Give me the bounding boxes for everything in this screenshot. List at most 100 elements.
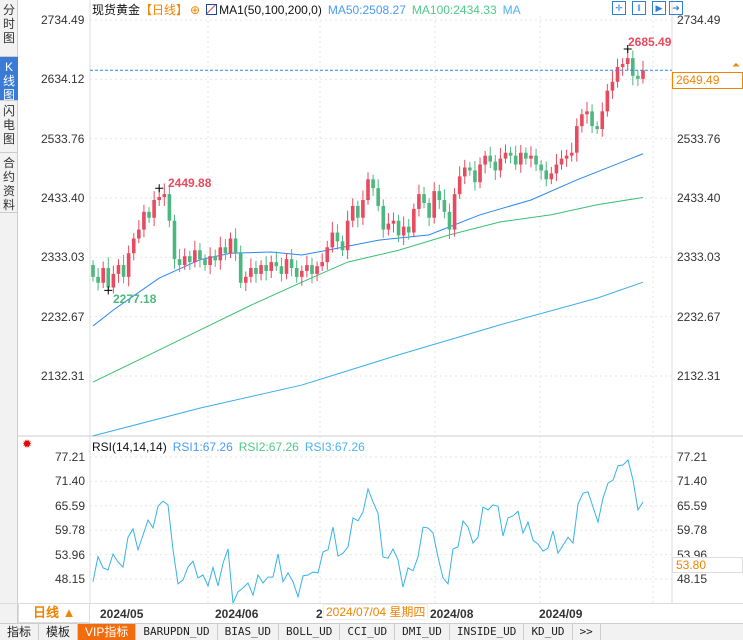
candle (259, 265, 263, 274)
candle (172, 220, 177, 260)
step-forward-icon[interactable]: ▶ (652, 1, 666, 15)
ma100-line (92, 196, 644, 383)
candle (193, 250, 197, 263)
indicator-tab[interactable]: INSIDE_UD (450, 624, 525, 640)
candle (249, 267, 253, 277)
candle (513, 155, 518, 165)
candle (620, 64, 625, 67)
candle (106, 267, 111, 288)
extreme-marker (623, 44, 632, 53)
indicator-tab[interactable]: KD_UD (524, 624, 573, 640)
axis-label: 65.59 (677, 498, 708, 513)
indicator-tab[interactable]: VIP指标 (78, 624, 137, 640)
period-selector[interactable]: 日线 ▲ (18, 603, 90, 623)
date-label: 2024/09 (539, 607, 583, 621)
rsi-title: RSI(14,14,14) (92, 440, 167, 454)
indicator-tab[interactable]: 指标 (0, 624, 40, 640)
axis-label: 2634.12 (41, 72, 85, 87)
candle (549, 173, 554, 180)
ma-indicator[interactable]: MA1(50,100,200,0) (219, 3, 322, 17)
indicator-tab[interactable]: BARUPDN_UD (136, 624, 218, 640)
candle (452, 194, 457, 230)
candle (254, 267, 258, 274)
axis-label: 71.40 (677, 474, 708, 489)
candle (162, 194, 167, 198)
rsi1-value: RSI1:67.26 (172, 440, 233, 454)
candle (544, 170, 549, 180)
candle (177, 259, 182, 266)
indicator-tab[interactable]: 模板 (39, 624, 79, 640)
zoom-in-icon[interactable]: ‖ (632, 1, 646, 15)
candle (264, 265, 268, 271)
candle (147, 211, 151, 218)
candle (417, 194, 421, 209)
rsi-current-label: 53.80 (672, 557, 743, 573)
axis-label: 2132.31 (677, 368, 721, 383)
candle (91, 265, 95, 277)
candle (284, 259, 289, 274)
sidebar-tab-kline[interactable]: K线图 (0, 57, 18, 102)
axis-label: 2533.76 (677, 131, 721, 146)
candle (641, 70, 645, 79)
candle (534, 155, 538, 165)
axis-label: 2734.49 (677, 13, 721, 27)
chart-header: 现货黄金【日线】 ⊕ MA1(50,100,200,0) MA50:2508.27 MA… (92, 1, 527, 18)
indicator-tab[interactable]: BIAS_UD (218, 624, 279, 640)
candle (636, 75, 640, 79)
crosshair-icon[interactable]: ✛ (612, 1, 626, 15)
candle (442, 200, 447, 212)
candle (427, 202, 431, 218)
indicator-icon[interactable] (206, 4, 218, 15)
candle (320, 262, 324, 267)
candle (564, 155, 569, 159)
sidebar-tab-timeshare[interactable]: 分时图 (0, 0, 18, 57)
candle (121, 265, 126, 277)
ma200-value: MA (502, 3, 521, 17)
candle (580, 114, 584, 127)
candle (345, 220, 350, 251)
axis-label: 53.96 (55, 547, 86, 562)
ma50-value: MA50:2508.27 (327, 3, 406, 17)
date-label: 2 (316, 607, 323, 621)
candle (406, 226, 411, 233)
candle (422, 194, 426, 203)
candle (631, 58, 635, 76)
candle (524, 152, 528, 159)
add-icon[interactable]: ⊕ (190, 3, 201, 17)
axis-label: 48.15 (55, 572, 86, 586)
extreme-marker (104, 286, 113, 295)
sidebar-tab-flash[interactable]: 闪电图 (0, 101, 18, 153)
candle (279, 266, 284, 274)
axis-label: 59.78 (677, 523, 708, 538)
candle (376, 188, 380, 206)
candle (615, 66, 620, 82)
ma50-line (92, 153, 644, 327)
indicator-tab[interactable]: CCI_UD (340, 624, 396, 640)
indicator-tab[interactable]: BOLL_UD (279, 624, 341, 640)
candle (305, 265, 309, 271)
axis-label: 77.21 (55, 450, 86, 464)
indicator-tab[interactable]: DMI_UD (395, 624, 450, 640)
sidebar-tab-contract[interactable]: 合约资料 (0, 153, 18, 213)
sidebar: 分时图 K线图 闪电图 合约资料 (0, 0, 18, 623)
axis-label: 2333.03 (677, 250, 721, 265)
candle (315, 266, 319, 274)
axis-label: 2734.49 (41, 13, 85, 27)
candle (488, 155, 493, 162)
candle (243, 276, 248, 283)
exit-icon[interactable]: ➜ (669, 1, 683, 15)
candle (294, 267, 299, 277)
candle (381, 205, 386, 230)
candle (126, 253, 131, 277)
scroll-up-icon[interactable]: ⏶ (732, 60, 740, 71)
axis-label: 48.15 (677, 572, 708, 586)
indicator-tab[interactable]: >> (573, 624, 601, 640)
candle (228, 238, 233, 254)
candle (330, 232, 335, 248)
candle (610, 81, 615, 91)
period-label: 【日线】 (140, 3, 189, 17)
candle (131, 238, 136, 254)
rsi-settings-icon[interactable]: ✹ (22, 437, 33, 451)
candle (233, 238, 238, 254)
